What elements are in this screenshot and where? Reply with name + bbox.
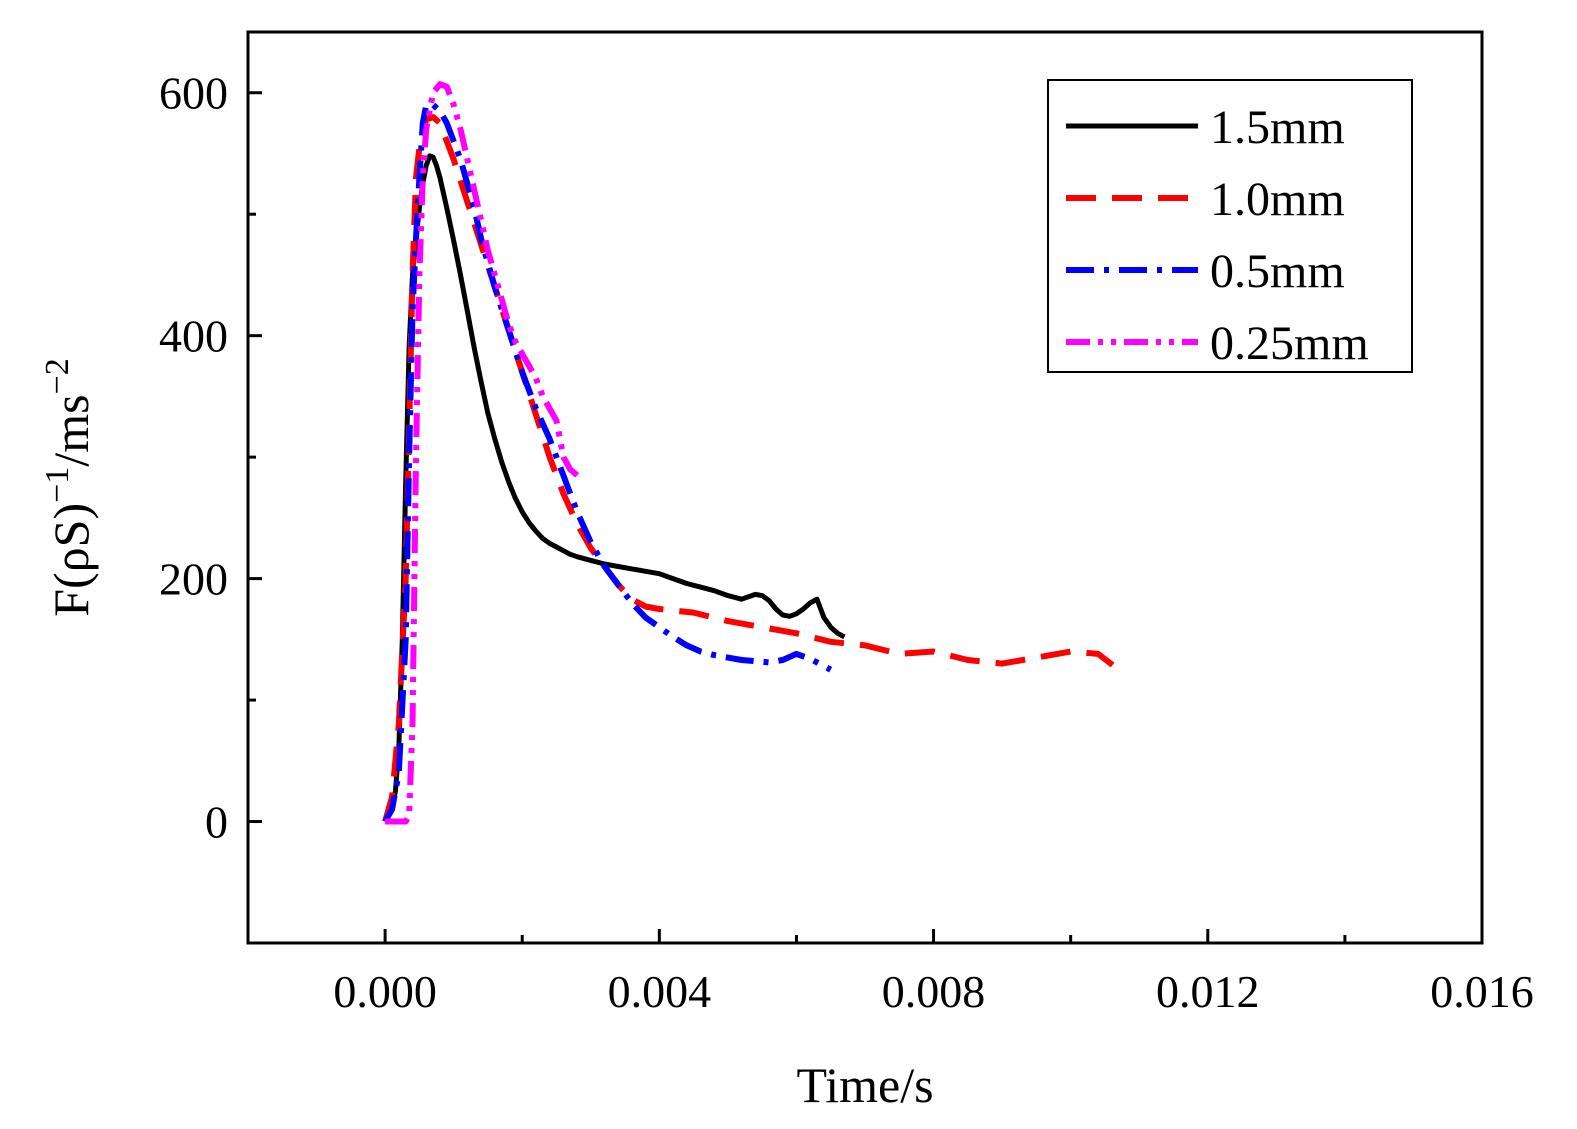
x-tick-label: 0.004: [608, 966, 712, 1017]
plot-frame: [246, 30, 1484, 945]
y-tick-label: 600: [159, 68, 228, 119]
y-axis-title-base: F(ρS): [43, 503, 99, 617]
y-axis-title-exp1: −1: [39, 467, 76, 503]
axis-layer: 0.000 0.004 0.008 0.012 0.016 0 200 400 600: [159, 68, 1534, 1017]
series-line: [382, 114, 1121, 823]
legend-label: 0.25mm: [1210, 317, 1369, 370]
legend: 1.5mm 1.0mm 0.5mm 0.25mm: [1047, 79, 1413, 373]
x-tick-label: 0.012: [1156, 966, 1260, 1017]
y-tick-label: 400: [159, 311, 228, 362]
legend-box: [1047, 79, 1413, 373]
x-tick-label: 0.008: [882, 966, 986, 1017]
series-line: [382, 153, 846, 823]
legend-label: 1.5mm: [1210, 101, 1345, 154]
y-tick-label: 0: [205, 797, 228, 848]
y-tick-label: 200: [159, 554, 228, 605]
series-layer: [382, 81, 1121, 825]
legend-label: 0.5mm: [1210, 245, 1345, 298]
y-axis-title-unit: /ms: [43, 394, 99, 466]
x-tick-label: 0.016: [1430, 966, 1534, 1017]
x-axis-title: Time/s: [796, 1057, 933, 1113]
series-line: [385, 81, 580, 825]
y-axis-title: F(ρS)−1/ms−2: [39, 358, 99, 617]
legend-label: 1.0mm: [1210, 173, 1345, 226]
x-tick-label: 0.000: [333, 966, 437, 1017]
y-axis-title-exp2: −2: [39, 358, 76, 394]
series-line: [382, 101, 833, 823]
